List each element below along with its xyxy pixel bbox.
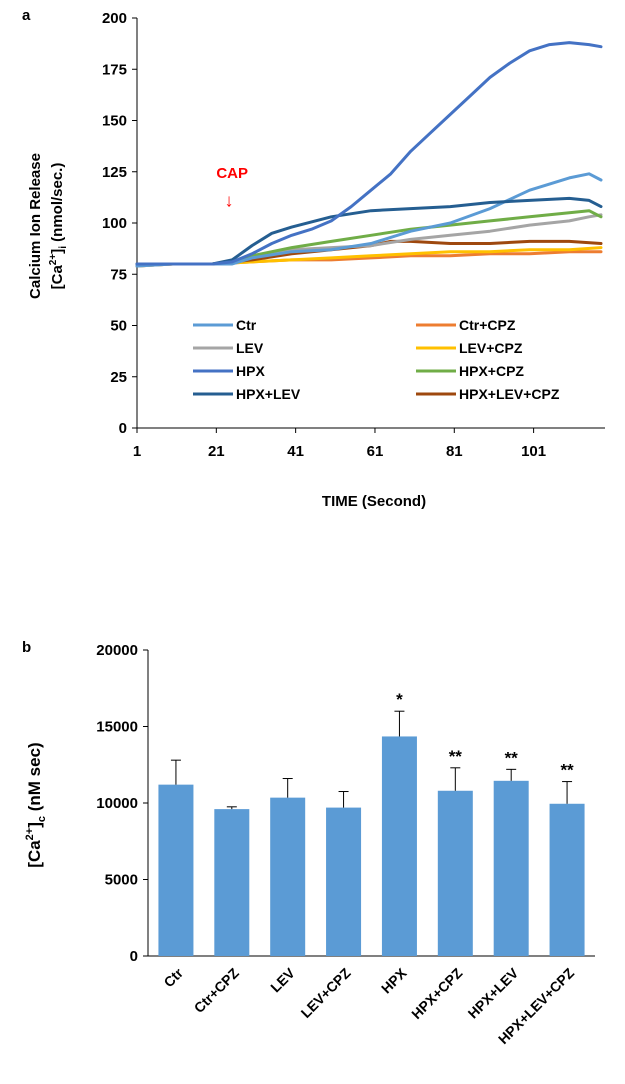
y-tick-label: 0	[130, 948, 138, 965]
legend-label-ctr-plus-cpz: Ctr+CPZ	[459, 317, 516, 333]
y-tick-label: 150	[102, 113, 127, 130]
x-tick-label: Ctr+CPZ	[191, 964, 243, 1016]
y-tick-label: 5000	[105, 872, 138, 889]
line-chart-y-axis: 0 25 50 75 100 125 150 175 200	[102, 10, 137, 437]
bar-chart-panel: b [Ca2+]c (nM sec) 05000100001500020000 …	[22, 639, 595, 1047]
y-tick-label: 200	[102, 10, 127, 27]
legend-label-lev: LEV	[236, 340, 264, 356]
x-tick-label: HPX+LEV	[465, 964, 522, 1021]
x-tick-label: LEV	[267, 964, 298, 995]
x-tick-label: 21	[208, 443, 225, 460]
line-chart-legend: Ctr Ctr+CPZ LEV LEV+CPZ HPX HPX+CPZ HPX+LEV HPX…	[193, 317, 560, 402]
x-tick-label: LEV+CPZ	[298, 964, 354, 1020]
bar-ctr-plus-cpz	[214, 809, 250, 956]
y-tick-label: 0	[119, 420, 127, 437]
line-chart-ylabel-line1: Calcium Ion Release	[27, 153, 44, 299]
x-tick-label: 61	[367, 443, 384, 460]
cap-label: CAP	[216, 165, 248, 182]
legend-label-hpx-plus-lev-plus-cpz: HPX+LEV+CPZ	[459, 386, 560, 402]
legend-label-ctr: Ctr	[236, 317, 257, 333]
x-tick-label: Ctr	[160, 964, 186, 990]
y-tick-label: 75	[110, 266, 127, 283]
x-tick-label: HPX	[378, 964, 410, 996]
significance-marker: **	[505, 748, 519, 767]
y-tick-label: 125	[102, 164, 127, 181]
y-tick-label: 20000	[96, 642, 138, 659]
bar-lev-plus-cpz	[326, 807, 362, 956]
bar-chart-bars: *** ****	[158, 690, 585, 956]
y-tick-label: 25	[110, 369, 127, 386]
significance-marker: **	[449, 747, 463, 766]
legend-label-hpx-plus-cpz: HPX+CPZ	[459, 363, 524, 379]
panel-b-label: b	[22, 639, 31, 656]
cap-arrow-icon: ↓	[225, 191, 234, 211]
line-chart-ylabel-line2: [Ca2+]i (nmol/sec.)	[48, 163, 69, 290]
bar-hpx-plus-lev	[493, 780, 529, 956]
x-tick-label: 1	[133, 443, 141, 460]
legend-label-hpx-plus-lev: HPX+LEV	[236, 386, 301, 402]
line-chart-series-group	[135, 41, 603, 268]
cap-annotation: CAP ↓	[216, 165, 248, 211]
y-tick-label: 175	[102, 61, 127, 78]
x-tick-label: 81	[446, 443, 463, 460]
y-tick-label: 50	[110, 318, 127, 335]
bar-hpx-plus-lev-plus-cpz	[549, 803, 585, 956]
bar-lev	[270, 797, 306, 956]
series-line-hpx	[135, 41, 603, 266]
y-tick-label: 100	[102, 215, 127, 232]
y-tick-label: 10000	[96, 795, 138, 812]
bar-chart-y-axis: 0 5000 10000 15000 20000	[96, 642, 148, 965]
bar-ctr	[158, 784, 194, 956]
legend-label-lev-plus-cpz: LEV+CPZ	[459, 340, 523, 356]
significance-marker: **	[560, 761, 574, 780]
line-chart-panel: a Calcium Ion Release [Ca2+]i (nmol/sec.…	[22, 7, 605, 510]
line-chart-x-axis: 1 21 41 61 81 101	[133, 428, 546, 460]
bar-chart-ylabel: [Ca2+]c (nM sec)	[24, 742, 48, 867]
bar-hpx-plus-cpz	[437, 790, 473, 956]
panel-a-label: a	[22, 7, 31, 24]
x-tick-label: 41	[287, 443, 304, 460]
x-tick-label: HPX+CPZ	[408, 964, 466, 1022]
significance-marker: *	[396, 690, 403, 709]
legend-label-hpx: HPX	[236, 363, 265, 379]
x-tick-label: 101	[521, 443, 546, 460]
y-tick-label: 15000	[96, 719, 138, 736]
bar-hpx	[381, 736, 417, 956]
series-line-ctr	[135, 172, 603, 268]
line-chart-xlabel: TIME (Second)	[322, 493, 426, 510]
